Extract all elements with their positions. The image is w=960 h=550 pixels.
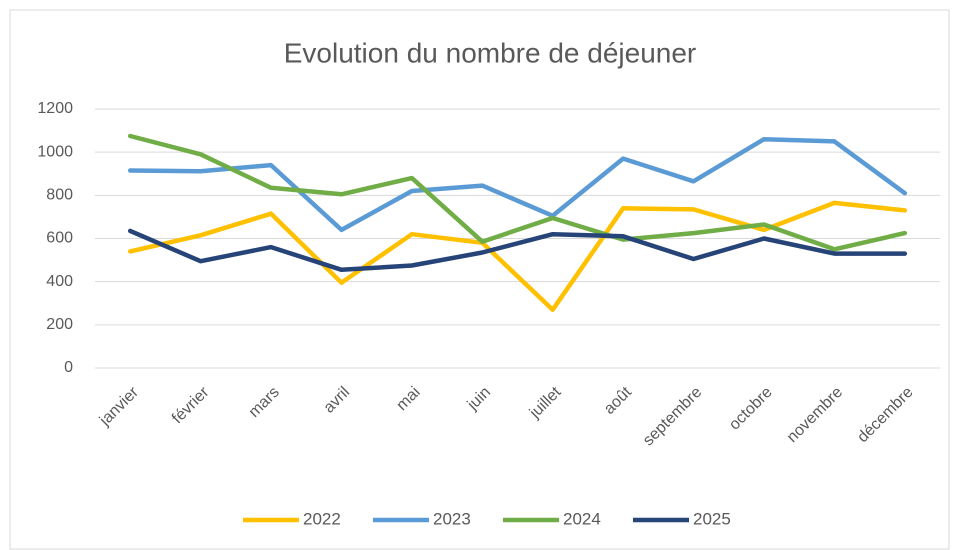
y-tick-label: 600 <box>46 230 73 247</box>
y-tick-label: 200 <box>46 316 73 333</box>
chart-title: Evolution du nombre de déjeuner <box>284 37 697 68</box>
chart-frame <box>9 9 950 550</box>
series-line <box>127 133 908 252</box>
legend-label: 2025 <box>693 509 731 528</box>
y-tick-label: 800 <box>46 187 73 204</box>
series-line <box>127 200 908 312</box>
legend-label: 2022 <box>303 509 341 528</box>
y-tick-label: 0 <box>64 359 73 376</box>
legend-label: 2024 <box>563 509 601 528</box>
legend-label: 2023 <box>433 509 471 528</box>
y-tick-label: 1200 <box>37 100 73 117</box>
series-line <box>127 228 908 273</box>
y-tick-label: 1000 <box>37 143 73 160</box>
y-tick-label: 400 <box>46 273 73 290</box>
series-line <box>127 136 908 233</box>
